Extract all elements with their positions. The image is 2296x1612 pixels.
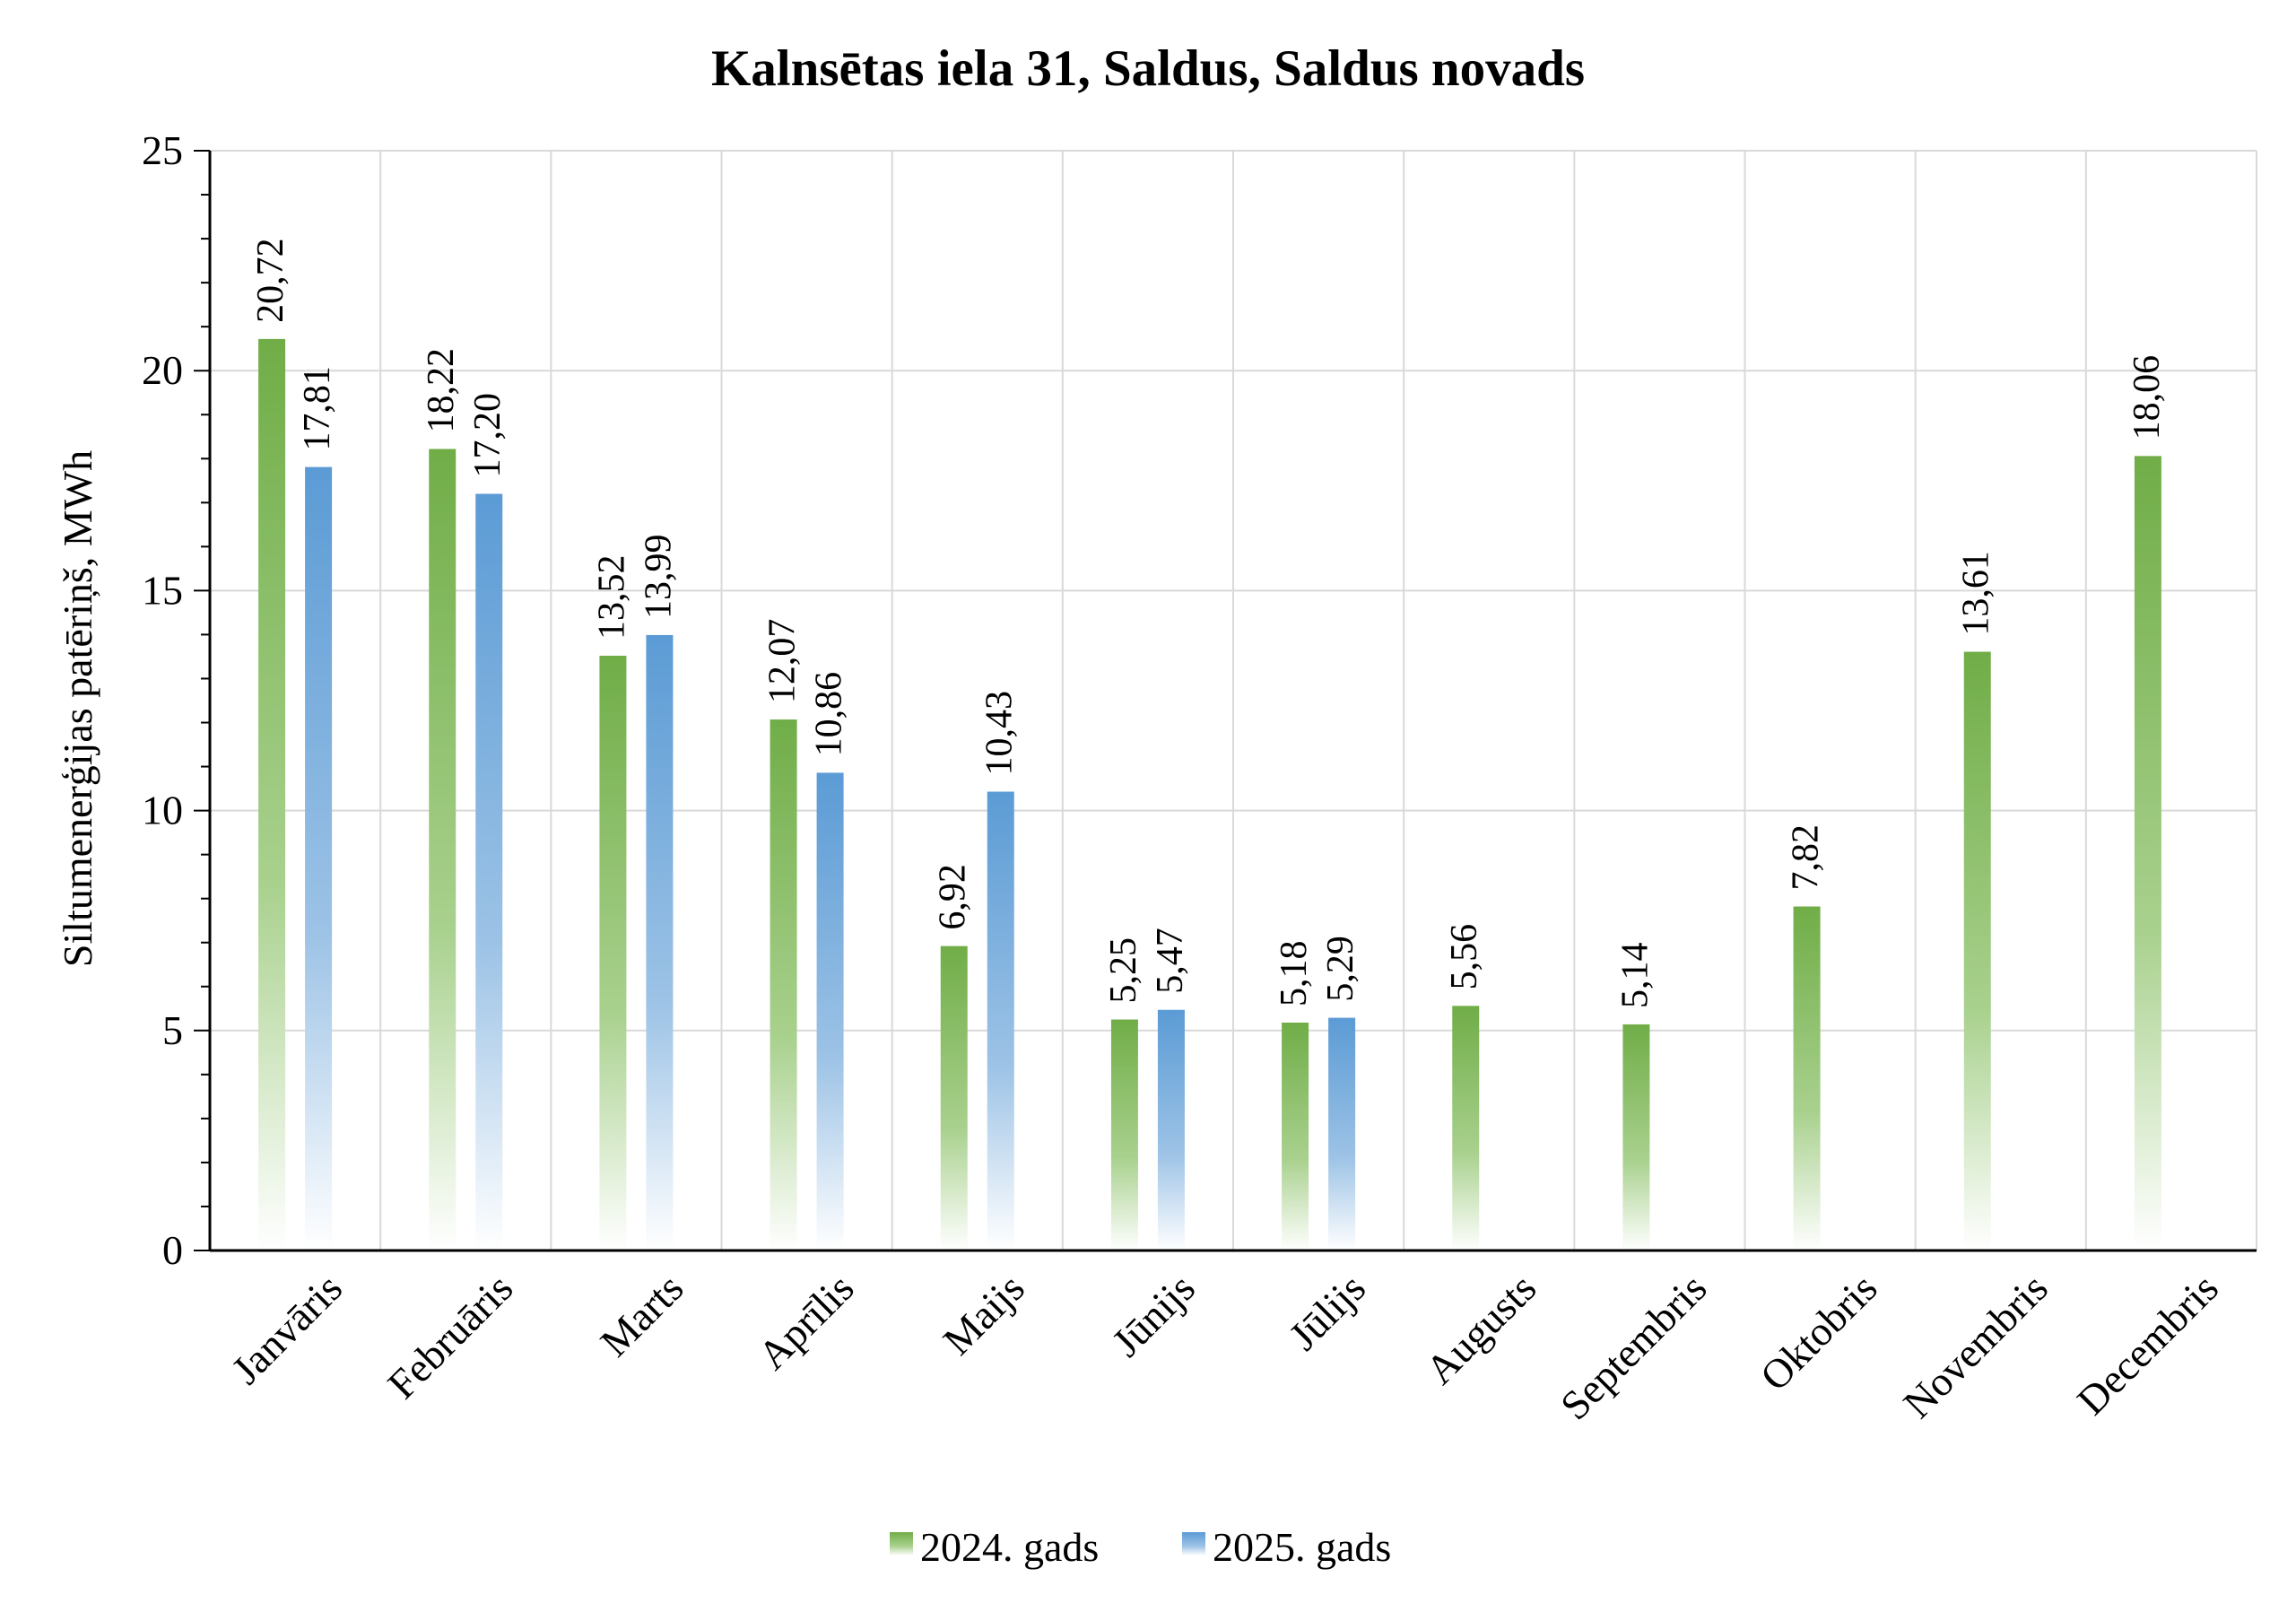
bar-2024 (940, 945, 968, 1250)
y-tick-label: 20 (142, 347, 183, 393)
data-label: 17,20 (467, 393, 509, 478)
x-category-label: Augusts (1417, 1265, 1545, 1393)
bar-2025 (816, 772, 844, 1250)
bar-2025 (646, 634, 674, 1250)
data-label: 6,92 (933, 864, 974, 930)
bar-2024 (1963, 651, 1991, 1250)
legend-label: 2024. gads (920, 1524, 1099, 1570)
data-label: 5,14 (1614, 942, 1656, 1008)
x-category-label: Novembris (1894, 1265, 2057, 1427)
y-tick-label: 5 (162, 1007, 183, 1053)
y-tick-label: 0 (162, 1227, 183, 1273)
bar-2025 (987, 791, 1014, 1250)
data-label: 17,81 (297, 366, 338, 451)
x-category-label: Aprīlis (749, 1265, 862, 1378)
data-label: 5,25 (1103, 937, 1144, 1004)
x-category-label: Jūnijs (1103, 1265, 1204, 1365)
bar-2024 (429, 449, 457, 1250)
bar-2024 (1282, 1022, 1309, 1250)
gridlines (210, 150, 2257, 1250)
chart-title: Kalnsētas iela 31, Saldus, Saldus novads (711, 40, 1585, 97)
legend: 2024. gads 2025. gads (890, 1524, 1391, 1570)
data-label: 18,06 (2126, 355, 2168, 440)
data-label: 12,07 (762, 619, 804, 704)
bar-2024 (1793, 906, 1821, 1250)
x-category-label: Marts (592, 1265, 692, 1365)
data-label: 7,82 (1786, 824, 1827, 891)
data-label: 20,72 (250, 238, 291, 323)
bar-2025 (1157, 1009, 1185, 1250)
bar-2025 (305, 466, 333, 1250)
data-label: 5,56 (1444, 924, 1485, 990)
data-label: 5,47 (1150, 928, 1191, 994)
x-category-label: Decembris (2068, 1265, 2227, 1424)
data-label: 5,18 (1274, 940, 1315, 1006)
x-category-label: Janvāris (222, 1265, 351, 1393)
x-category-label: Jūlijs (1280, 1265, 1374, 1359)
x-category-label: Februāris (378, 1265, 521, 1407)
bar-2024 (770, 719, 797, 1250)
data-label: 5,29 (1320, 936, 1361, 1002)
x-category-label: Septembris (1552, 1265, 1715, 1428)
bar-2024 (2134, 456, 2161, 1250)
y-tick-label: 25 (142, 127, 183, 173)
x-category-label: Oktobris (1752, 1265, 1886, 1399)
y-axis-title: Siltumenerģijas patēriņš, MWh (55, 450, 100, 967)
x-category-label: Maijs (935, 1265, 1033, 1364)
data-label: 13,52 (591, 554, 632, 640)
data-label: 13,61 (1956, 551, 1997, 636)
bar-2024 (1622, 1024, 1650, 1250)
bar-2024 (1110, 1019, 1138, 1250)
legend-swatch (1182, 1532, 1205, 1555)
data-label: 10,86 (809, 672, 850, 756)
legend-swatch (890, 1532, 913, 1555)
bars (258, 338, 2161, 1250)
data-label: 10,43 (979, 691, 1021, 776)
axes: 0 5 10 15 20 25 Janvāris Februāris Marts Aprīlis M… (142, 127, 2257, 1428)
bar-2025 (475, 493, 503, 1250)
bar-2024 (599, 655, 627, 1250)
y-tick-label: 10 (142, 788, 183, 833)
data-label: 18,22 (421, 348, 462, 433)
bar-2024 (258, 338, 286, 1250)
legend-label: 2025. gads (1213, 1524, 1391, 1570)
bar-2024 (1452, 1006, 1480, 1250)
data-label: 13,99 (638, 534, 679, 619)
bar-2025 (1328, 1017, 1356, 1250)
y-tick-label: 15 (142, 567, 183, 613)
data-labels: 20,72 18,22 13,52 12,07 6,92 5,25 5,18 5,56 5,14… (250, 238, 2168, 1008)
